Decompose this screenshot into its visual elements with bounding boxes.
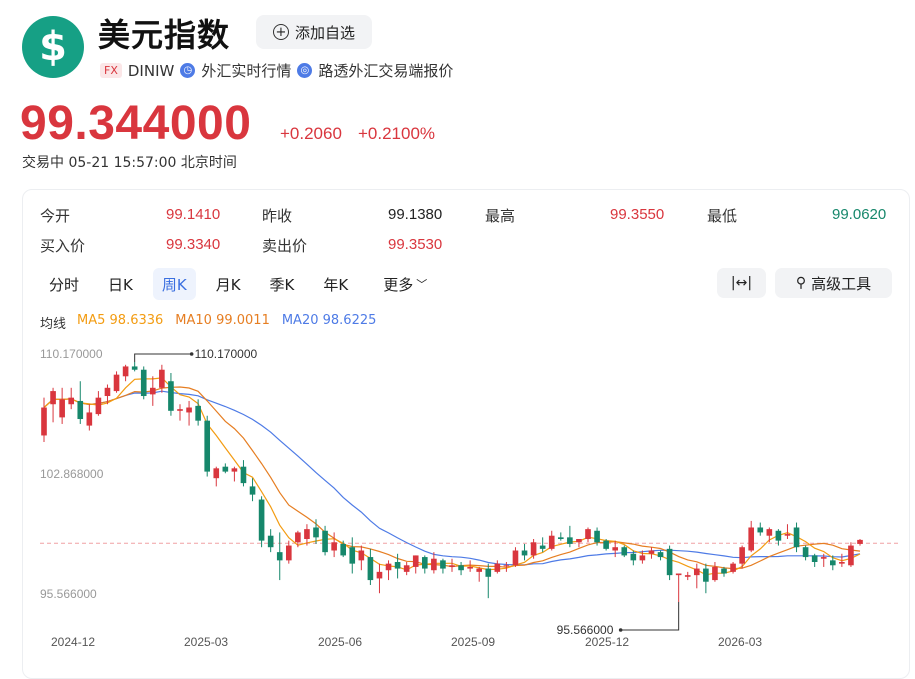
tools-icon: ⚲ [795,275,807,291]
last-price: 99.344000 [20,97,252,150]
bid-label: 买入价 [40,237,86,255]
tab-more-label: 更多 [383,275,414,294]
fit-width-button[interactable]: |↔| [717,268,766,298]
ma5-value: MA5 98.6336 [77,313,164,328]
ma-label: 均线 [40,317,67,332]
chevron-down-icon: ﹀ [416,278,428,291]
high-value: 99.3550 [610,206,665,223]
ma-legend: 均线 MA5 98.6336 MA10 99.0011 MA20 98.6225 [40,313,376,332]
symbol-code: DINIW [127,61,175,80]
ask-label: 卖出价 [262,237,308,255]
tab-yearly[interactable]: 年K [323,275,349,294]
page-title: 美元指数 [98,16,231,54]
trading-status: 交易中 05-21 15:57:00 北京时间 [22,155,237,171]
dollar-icon: $ [39,24,67,70]
ma20-value: MA20 98.6225 [281,313,377,328]
fx-badge: FX [100,63,122,78]
tab-quarterly[interactable]: 季K [269,275,295,294]
globe-icon: ◎ [297,63,313,78]
usd-logo: $ [22,16,84,78]
add-watchlist-label: 添加自选 [294,23,355,42]
advanced-tools-label: 高级工具 [811,274,872,293]
open-value: 99.1410 [166,206,221,223]
quote-card [22,189,910,679]
high-label: 最高 [485,207,516,225]
prev-close-value: 99.1380 [388,206,443,223]
tab-more[interactable]: 更多 ﹀ [374,268,436,300]
open-label: 今开 [40,207,71,225]
tab-monthly[interactable]: 月K [215,275,241,294]
add-watchlist-button[interactable]: + 添加自选 [256,15,372,49]
tab-weekly[interactable]: 周K [152,268,196,300]
low-value: 99.0620 [832,206,887,223]
low-label: 最低 [707,207,738,225]
tab-daily[interactable]: 日K [108,275,133,294]
tab-minute[interactable]: 分时 [49,275,80,294]
ma10-value: MA10 99.0011 [175,313,270,328]
bid-value: 99.3340 [166,236,221,253]
price-change-pct: +0.2100% [358,124,436,143]
source-reuters[interactable]: 路透外汇交易端报价 [318,62,454,80]
period-tabs: 分时 日K 周K 月K 季K 年K 更多 ﹀ [40,268,447,300]
symbol-meta: FX DINIW ◷ 外汇实时行情 ◎ 路透外汇交易端报价 [100,60,453,81]
price-change: +0.2060 [280,124,342,143]
plus-circle-icon: + [272,24,289,40]
advanced-tools-button[interactable]: ⚲ 高级工具 [775,268,892,298]
ask-value: 99.3530 [388,236,443,253]
source-realtime[interactable]: 外汇实时行情 [201,62,292,80]
prev-close-label: 昨收 [262,207,293,225]
fit-width-icon: |↔| [730,275,753,291]
clock-icon: ◷ [180,63,196,78]
